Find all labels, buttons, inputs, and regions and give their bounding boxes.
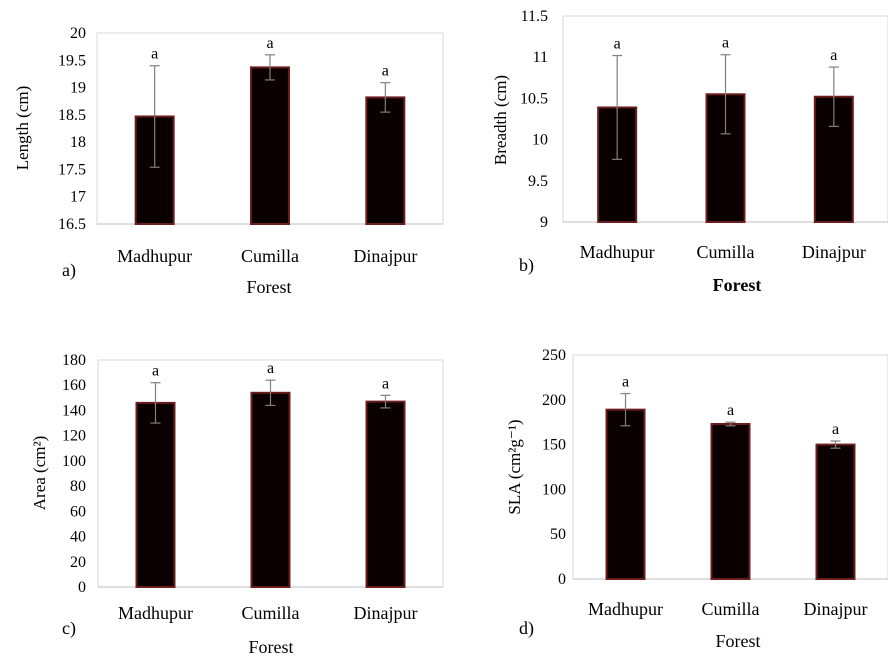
chart-3-y-tick-label: 80 <box>70 478 86 495</box>
chart-3-category-label: Dinajpur <box>354 603 418 623</box>
chart-3-significance-label: a <box>152 363 159 380</box>
chart-2-category-label: Dinajpur <box>802 242 866 262</box>
chart-4-category-label: Madhupur <box>588 599 663 619</box>
chart-4-panel-label: d) <box>519 618 534 639</box>
chart-1-y-tick-label: 20 <box>70 25 86 42</box>
chart-1-category-label: Cumilla <box>241 246 299 266</box>
chart-3-y-tick-label: 140 <box>62 402 86 419</box>
chart-2-y-tick-label: 11 <box>533 49 548 66</box>
chart-1-category-label: Madhupur <box>117 246 192 266</box>
chart-4-y-tick-label: 250 <box>542 347 566 364</box>
chart-3-bar-dinajpur <box>365 400 406 588</box>
chart-1-y-tick-label: 19 <box>70 80 86 97</box>
chart-1-category-label: Dinajpur <box>353 246 417 266</box>
chart-3-significance-label: a <box>267 360 274 377</box>
chart-3-y-tick-label: 0 <box>78 579 86 596</box>
chart-3-x-axis-title: Forest <box>249 637 294 657</box>
chart-1-y-tick-label: 17 <box>70 189 86 206</box>
chart-3-y-tick-label: 100 <box>62 453 86 470</box>
chart-4-significance-label: a <box>622 374 629 391</box>
chart-2-y-tick-label: 9.5 <box>528 173 548 190</box>
chart-3-y-axis-title: Area (cm²) <box>30 436 49 510</box>
chart-4-y-tick-label: 200 <box>542 392 566 409</box>
chart-2-panel-label: b) <box>519 255 534 276</box>
chart-3-y-tick-label: 40 <box>70 529 86 546</box>
chart-4-y-axis-title: SLA (cm²g⁻¹) <box>505 419 524 514</box>
chart-3-y-tick-label: 120 <box>62 428 86 445</box>
chart-4-significance-label: a <box>832 421 839 438</box>
chart-3-y-tick-label: 160 <box>62 377 86 394</box>
chart-4-y-tick-label: 150 <box>542 437 566 454</box>
chart-1-y-tick-label: 16.5 <box>58 216 86 233</box>
chart-4-y-tick-label: 100 <box>542 481 566 498</box>
chart-1-y-tick-label: 19.5 <box>58 52 86 69</box>
chart-4-y-tick-label: 50 <box>550 526 566 543</box>
chart-2-y-tick-label: 10.5 <box>520 90 548 107</box>
chart-1-panel-label: a) <box>62 260 76 281</box>
chart-3-category-label: Cumilla <box>242 603 300 623</box>
chart-4-significance-label: a <box>727 402 734 419</box>
chart-3-bar-cumilla <box>250 391 291 588</box>
chart-2-y-tick-label: 11.5 <box>521 8 548 25</box>
chart-1-significance-label: a <box>266 35 273 52</box>
chart-4-category-label: Cumilla <box>702 599 760 619</box>
chart-2-y-tick-label: 10 <box>532 132 548 149</box>
chart-4-bar-madhupur <box>605 408 646 580</box>
chart-3-y-tick-label: 60 <box>70 503 86 520</box>
chart-1-y-tick-label: 17.5 <box>58 161 86 178</box>
chart-1-x-axis-title: Forest <box>247 277 292 297</box>
chart-1-y-tick-label: 18.5 <box>58 107 86 124</box>
chart-1-significance-label: a <box>382 63 389 80</box>
chart-2-y-tick-label: 9 <box>540 214 548 231</box>
chart-2-x-axis-title: Forest <box>713 275 762 295</box>
chart-2-significance-label: a <box>722 35 729 52</box>
chart-2-category-label: Madhupur <box>580 242 655 262</box>
chart-3-category-label: Madhupur <box>118 603 193 623</box>
chart-1-bar-cumilla <box>250 66 290 225</box>
chart-1-significance-label: a <box>151 46 158 63</box>
chart-3-y-tick-label: 180 <box>62 352 86 369</box>
chart-2-y-axis-title: Breadth (cm) <box>491 75 510 165</box>
chart-2-category-label: Cumilla <box>697 242 755 262</box>
chart-2-significance-label: a <box>830 47 837 64</box>
chart-4-y-tick-label: 0 <box>558 571 566 588</box>
chart-4-category-label: Dinajpur <box>804 599 868 619</box>
chart-4-bar-cumilla <box>710 422 751 580</box>
chart-4-bar-dinajpur <box>815 443 856 580</box>
chart-1-y-axis-title: Length (cm) <box>13 86 32 171</box>
chart-1-y-tick-label: 18 <box>70 134 86 151</box>
chart-3-bar-madhupur <box>135 401 176 588</box>
chart-2-significance-label: a <box>614 36 621 53</box>
chart-3-y-tick-label: 20 <box>70 554 86 571</box>
chart-4-x-axis-title: Forest <box>716 631 761 651</box>
chart-3-panel-label: c) <box>62 618 76 639</box>
chart-1-bar-dinajpur <box>365 96 406 225</box>
chart-3-significance-label: a <box>382 375 389 392</box>
